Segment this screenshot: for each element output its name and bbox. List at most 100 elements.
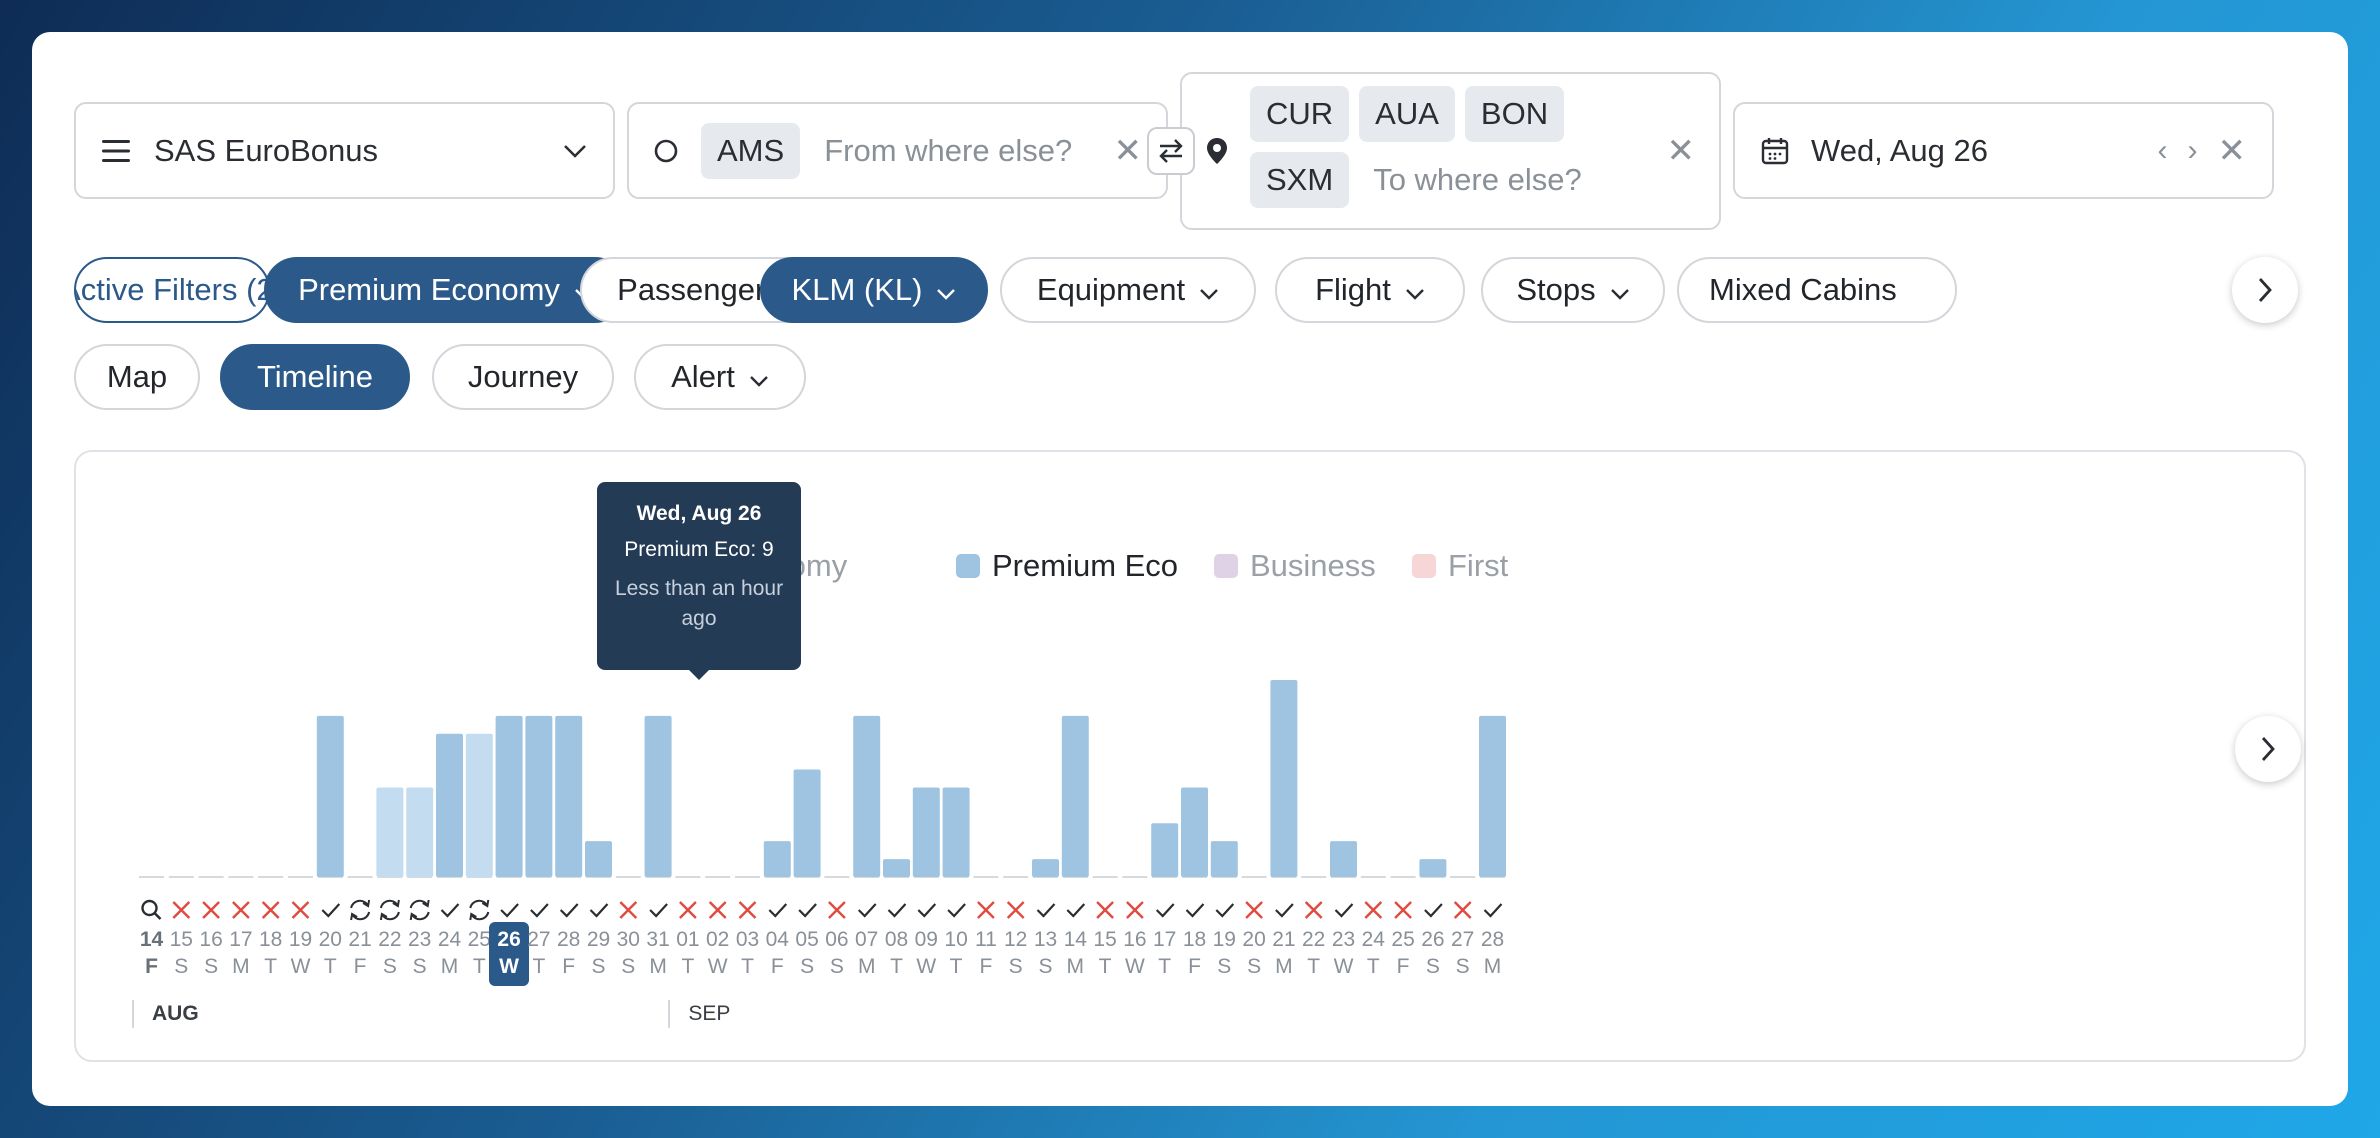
program-selector[interactable]: SAS EuroBonus [74, 102, 615, 199]
chart-bar[interactable] [406, 787, 434, 877]
day-number[interactable]: 28 [557, 928, 581, 951]
day-number[interactable]: 20 [318, 928, 342, 951]
destination-airport-tag[interactable]: AUA [1359, 86, 1455, 142]
day-number[interactable]: 01 [676, 928, 700, 951]
day-number[interactable]: 25 [1391, 928, 1415, 951]
chart-bar[interactable] [465, 733, 493, 877]
chart-bar[interactable] [763, 841, 791, 877]
chart-bar[interactable] [555, 715, 583, 877]
day-number[interactable]: 08 [884, 928, 909, 951]
date-field[interactable]: Wed, Aug 26 ‹ › ✕ [1733, 102, 2274, 199]
chart-bar[interactable] [316, 715, 344, 877]
day-number[interactable]: 17 [1153, 928, 1177, 951]
chart-bar[interactable] [1151, 823, 1179, 877]
day-number[interactable]: 07 [855, 928, 879, 951]
legend-item[interactable]: Premium Eco [956, 548, 1178, 584]
filters-scroll-right-button[interactable] [2232, 257, 2298, 323]
day-number[interactable]: 27 [1451, 928, 1475, 951]
chart-bar[interactable] [793, 769, 821, 877]
day-number[interactable]: 09 [914, 928, 938, 951]
chart-bar[interactable] [376, 787, 404, 877]
legend-item[interactable]: Business [1214, 548, 1376, 584]
chart-bar[interactable] [1032, 859, 1059, 877]
day-number[interactable]: 18 [1182, 928, 1207, 951]
chart-next-button[interactable] [2235, 716, 2301, 782]
chart-bar[interactable] [1419, 859, 1447, 877]
day-number[interactable]: 28 [1480, 928, 1505, 951]
day-number[interactable]: 02 [706, 928, 730, 951]
filter-pill[interactable]: Equipment [1000, 257, 1256, 323]
day-number[interactable]: 24 [437, 928, 462, 951]
day-number[interactable]: 10 [944, 928, 968, 951]
filter-pill[interactable]: Stops [1481, 257, 1665, 323]
date-clear-icon[interactable]: ✕ [2217, 131, 2247, 170]
day-number[interactable]: 13 [1033, 928, 1058, 951]
day-number[interactable]: 06 [825, 928, 849, 951]
chart-bar[interactable] [942, 787, 970, 877]
day-number[interactable]: 17 [229, 928, 253, 951]
legend-item[interactable]: First [1412, 548, 1508, 584]
day-number[interactable]: 24 [1361, 928, 1385, 951]
day-number[interactable]: 27 [527, 928, 551, 951]
view-pill[interactable]: Alert [634, 344, 806, 410]
day-number[interactable]: 21 [1272, 928, 1296, 951]
destination-airport-tag[interactable]: CUR [1250, 86, 1350, 142]
chart-bar[interactable] [525, 715, 553, 877]
day-number[interactable]: 19 [1212, 928, 1236, 951]
destination-airport-tag[interactable]: BON [1464, 86, 1565, 142]
chart-bar[interactable] [1479, 715, 1506, 877]
day-number[interactable]: 26 [1421, 928, 1445, 951]
day-number[interactable]: 04 [765, 928, 789, 951]
view-pill[interactable]: Journey [432, 344, 614, 410]
day-number[interactable]: 15 [1093, 928, 1117, 951]
day-number[interactable]: 31 [646, 928, 670, 951]
day-number[interactable]: 16 [1123, 928, 1147, 951]
filter-pill[interactable]: Active Filters (2) [74, 257, 270, 323]
selected-day[interactable] [489, 922, 530, 986]
view-pill[interactable]: Map [74, 344, 200, 410]
day-number[interactable]: 21 [348, 928, 372, 951]
destination-clear-icon[interactable]: ✕ [1666, 132, 1696, 170]
day-number[interactable]: 15 [169, 928, 193, 951]
day-number[interactable]: 30 [616, 928, 640, 951]
next-day-icon[interactable]: › [2187, 133, 2198, 167]
day-number[interactable]: 22 [378, 928, 402, 951]
view-pill[interactable]: Timeline [220, 344, 410, 410]
chart-bar[interactable] [1210, 841, 1238, 877]
origin-field[interactable]: AMS From where else? ✕ [627, 102, 1168, 199]
day-number[interactable]: 23 [1331, 928, 1356, 951]
origin-airport-tag[interactable]: AMS [701, 122, 801, 179]
destination-airport-tag[interactable]: SXM [1250, 152, 1350, 208]
origin-clear-icon[interactable]: ✕ [1113, 131, 1143, 170]
filter-pill[interactable]: Premium Economy [264, 257, 628, 323]
day-number[interactable]: 05 [795, 928, 819, 951]
chart-bar[interactable] [853, 715, 881, 877]
chart-bar[interactable] [436, 733, 463, 877]
day-number[interactable]: 16 [199, 928, 223, 951]
filter-pill[interactable]: Flight [1275, 257, 1465, 323]
day-number[interactable]: 19 [288, 928, 313, 951]
filter-pill[interactable]: KLM (KL) [760, 257, 988, 323]
day-number[interactable]: 23 [408, 928, 432, 951]
day-number[interactable]: 29 [586, 928, 611, 951]
day-number[interactable]: 11 [974, 928, 997, 951]
chart-bar[interactable] [1330, 841, 1357, 877]
day-number[interactable]: 18 [259, 928, 283, 951]
filter-pill[interactable]: Mixed Cabins [1677, 257, 1957, 323]
chart-bar[interactable] [585, 841, 612, 877]
chart-bar[interactable] [912, 787, 940, 877]
day-number[interactable]: 12 [1004, 928, 1028, 951]
chart-bar[interactable] [1181, 787, 1208, 877]
chart-bar[interactable] [883, 859, 910, 877]
day-number[interactable]: 22 [1302, 928, 1326, 951]
day-number[interactable]: 14 [1063, 928, 1087, 951]
destination-field[interactable]: CUR AUA BON SXM To where else? ✕ [1180, 72, 1721, 230]
day-number[interactable]: 20 [1242, 928, 1266, 951]
destination-placeholder[interactable]: To where else? [1373, 162, 1582, 197]
previous-day-icon[interactable]: ‹ [2157, 133, 2168, 167]
chart-bar[interactable] [495, 715, 523, 877]
origin-placeholder[interactable]: From where else? [824, 132, 1073, 168]
day-number[interactable]: 25 [467, 928, 491, 951]
swap-button[interactable] [1147, 127, 1195, 175]
chart-bar[interactable] [644, 715, 672, 877]
